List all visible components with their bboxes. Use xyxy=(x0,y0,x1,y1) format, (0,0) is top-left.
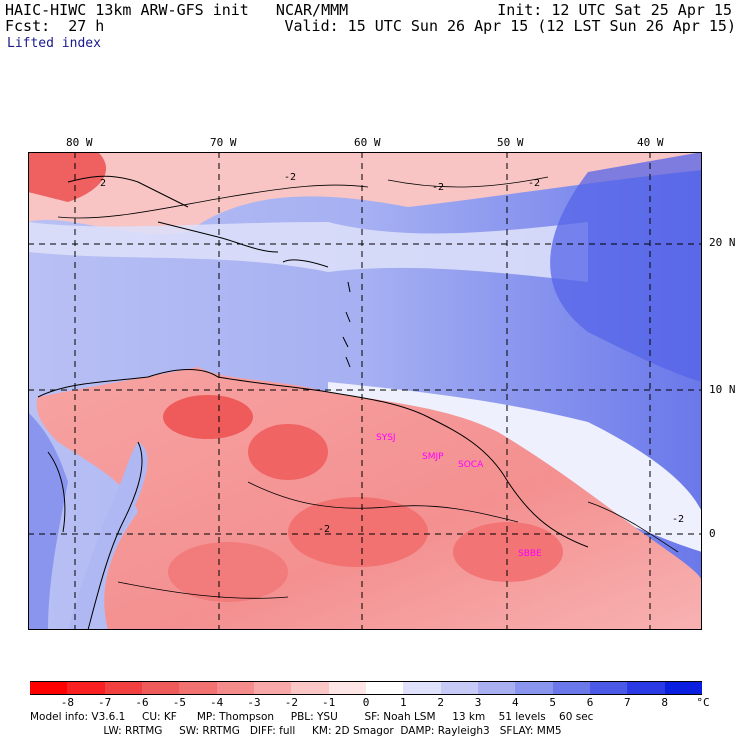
lat-label-10n: 10 N xyxy=(709,383,736,396)
colorbar-swatch xyxy=(590,681,628,695)
colorbar-swatch xyxy=(515,681,554,695)
unstable-core-5 xyxy=(168,542,288,602)
contour-label: 2 xyxy=(100,178,106,189)
colorbar-swatch xyxy=(291,681,330,695)
colorbar-swatch xyxy=(216,681,255,695)
init-time: Init: 12 UTC Sat 25 Apr 15 xyxy=(497,1,732,19)
contour-label: -2 xyxy=(284,172,296,183)
colorbar-swatch xyxy=(440,681,479,695)
lat-label-20n: 20 N xyxy=(709,236,736,249)
lon-label-70w: 70 W xyxy=(210,136,237,149)
colorbar-swatch xyxy=(179,681,218,695)
colorbar-swatch xyxy=(552,681,591,695)
colorbar-label: -4 xyxy=(210,696,224,709)
northwest-red-blob xyxy=(28,152,107,202)
colorbar-unit: °C xyxy=(696,696,710,709)
colorbar-label: -5 xyxy=(172,696,186,709)
station-sysj: SYSJ xyxy=(376,433,396,443)
contours xyxy=(57,176,679,599)
colorbar-label: -6 xyxy=(135,696,149,709)
unstable-core-2 xyxy=(248,424,328,480)
lon-label-60w: 60 W xyxy=(354,136,381,149)
model-info-line2: LW: RRTMG SW: RRTMG DIFF: full KM: 2D Sm… xyxy=(30,725,562,737)
colorbar-swatch xyxy=(30,681,68,695)
colorbar-swatch xyxy=(478,681,516,695)
colorbar-label: 6 xyxy=(586,696,594,709)
unstable-core-3 xyxy=(288,497,428,567)
grid-lines xyxy=(28,152,702,630)
colorbar-label: 1 xyxy=(400,696,407,709)
lifted-index-map: 2 -2 -2 -2 -2 -2 SYSJ SMJP SOCA SBBE xyxy=(28,152,702,630)
unstable-core-1 xyxy=(163,395,253,439)
lon-label-50w: 50 W xyxy=(497,136,524,149)
title-left-line1: HAIC-HIWC 13km ARW-GFS init NCAR/MMM xyxy=(5,1,349,19)
colorbar-label: 0 xyxy=(362,696,370,709)
colorbar-label: -8 xyxy=(60,696,74,709)
pacific-stable-region xyxy=(28,412,68,630)
andes-stable-strip xyxy=(68,442,148,630)
colorbar-swatch xyxy=(403,681,442,695)
colorbar-swatch xyxy=(67,681,106,695)
colorbar-label: 4 xyxy=(512,696,519,709)
colorbar-label: 2 xyxy=(437,696,444,709)
field-name: Lifted index xyxy=(7,36,101,51)
lat-label-equator: 0 xyxy=(709,527,716,540)
coastlines xyxy=(37,175,589,630)
colorbar-swatch xyxy=(627,681,666,695)
caribbean-pale-band xyxy=(28,222,588,282)
contour-label: -2 xyxy=(432,182,444,193)
station-soca: SOCA xyxy=(458,460,484,470)
colorbar-swatch xyxy=(366,681,404,695)
east-deep-blue xyxy=(550,152,702,382)
colorbar-label: -7 xyxy=(98,696,112,709)
colorbar-swatch xyxy=(664,681,703,695)
station-sbbe: SBBE xyxy=(518,549,542,559)
colorbar-label: 7 xyxy=(624,696,631,709)
map-frame xyxy=(28,152,702,630)
lon-label-80w: 80 W xyxy=(66,136,93,149)
unstable-core-4 xyxy=(453,522,563,582)
contour-label: -2 xyxy=(672,514,684,525)
colorbar-swatch xyxy=(142,681,180,695)
forecast-hour: Fcst: 27 h xyxy=(5,17,105,35)
lon-label-40w: 40 W xyxy=(637,136,664,149)
colorbar-label: 3 xyxy=(474,696,482,709)
colorbar-swatch xyxy=(328,681,367,695)
north-band xyxy=(28,152,702,235)
valid-time: Valid: 15 UTC Sun 26 Apr 15 (12 LST Sun … xyxy=(284,17,736,35)
contour-label: -2 xyxy=(528,178,540,189)
colorbar-label: -3 xyxy=(247,696,261,709)
colorbar-label: 5 xyxy=(549,696,556,709)
colorbar-swatch xyxy=(254,681,292,695)
colorbar-label: 8 xyxy=(661,696,668,709)
model-info-line1: Model info: V3.6.1 CU: KF MP: Thompson P… xyxy=(30,711,594,723)
colorbar-label: -2 xyxy=(284,696,298,709)
contour-label: -2 xyxy=(318,524,330,535)
station-smjp: SMJP xyxy=(422,452,444,462)
colorbar-label: -1 xyxy=(322,696,336,709)
colorbar-swatch xyxy=(104,681,143,695)
